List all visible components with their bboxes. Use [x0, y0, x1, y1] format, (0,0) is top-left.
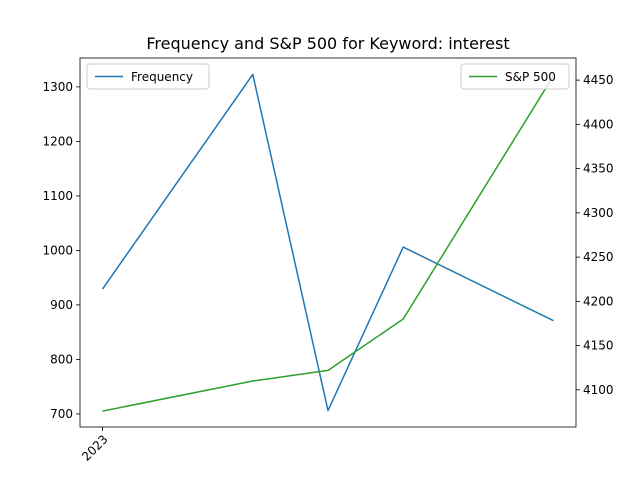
- y-right-tick-label: 4350: [583, 162, 614, 176]
- y-right-tick-label: 4150: [583, 339, 614, 353]
- x-tick-label: 2023: [79, 432, 110, 463]
- y-right-tick-label: 4200: [583, 294, 614, 308]
- legend-sp500-box: [460, 63, 570, 90]
- y-left-tick-label: 1300: [42, 80, 73, 94]
- y-right-tick-label: 4450: [583, 73, 614, 87]
- y-right-tick-label: 4400: [583, 117, 614, 131]
- y-right-tick-label: 4250: [583, 250, 614, 264]
- y-left-tick-label: 900: [50, 298, 73, 312]
- legend-frequency: Frequency: [86, 63, 210, 90]
- chart-title: Frequency and S&P 500 for Keyword: inter…: [146, 34, 509, 53]
- y-right-tick-label: 4100: [583, 383, 614, 397]
- legends: Frequency S&P 500: [86, 63, 570, 90]
- y-left-tick-label: 1100: [42, 189, 73, 203]
- axes: 700 800 900 1000 1100 1200 1300 4100 4150 4200 425…: [42, 57, 614, 464]
- legend-sp500-label: S&P 500: [505, 70, 556, 84]
- y-left-tick-label: 1000: [42, 243, 73, 257]
- plot-area: [101, 73, 555, 412]
- y-left-tick-label: 1200: [42, 134, 73, 148]
- y-left-tick-label: 800: [50, 352, 73, 366]
- y-right-tick-label: 4300: [583, 206, 614, 220]
- legend-frequency-label: Frequency: [131, 70, 193, 84]
- y-left-tick-label: 700: [50, 407, 73, 421]
- legend-sp500: S&P 500: [460, 63, 570, 90]
- axes-frame: [79, 57, 577, 428]
- legend-frequency-box: [86, 63, 210, 90]
- series-line-frequency: [101, 73, 554, 412]
- series-line-sp500: [102, 75, 555, 412]
